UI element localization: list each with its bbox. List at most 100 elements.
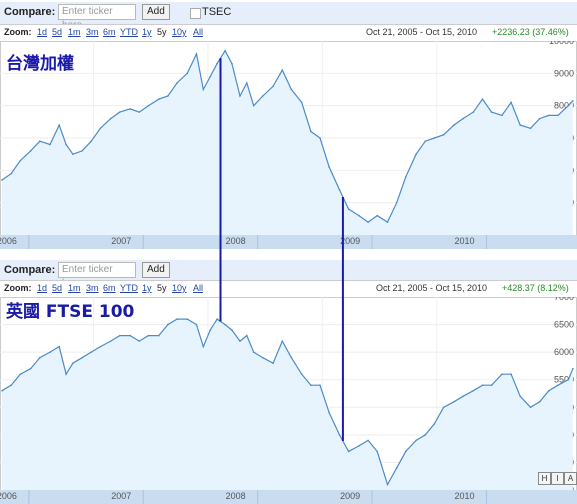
- zoom-option-all[interactable]: All: [193, 27, 204, 37]
- add-button[interactable]: Add: [142, 262, 170, 278]
- i-button[interactable]: I: [551, 472, 564, 485]
- zoom-option-3m[interactable]: 3m: [86, 27, 99, 37]
- zoom-option-1m[interactable]: 1m: [68, 27, 81, 37]
- data-point: [328, 412, 330, 414]
- data-point: [216, 318, 218, 320]
- data-point: [510, 373, 512, 375]
- data-point: [538, 400, 541, 403]
- data-point: [246, 82, 248, 84]
- data-point: [281, 69, 284, 71]
- chart-panel-top: Compare: Enter ticker here Add TSEC Zoom…: [0, 0, 577, 250]
- data-point: [99, 345, 102, 348]
- zoom-option-1y[interactable]: 1y: [142, 27, 152, 37]
- data-point: [358, 214, 360, 217]
- data-point: [209, 329, 212, 331]
- data-point: [572, 100, 574, 102]
- data-point: [72, 362, 74, 364]
- zoom-option-5y[interactable]: 5y: [157, 27, 167, 37]
- data-point: [424, 434, 427, 436]
- tsec-checkbox[interactable]: [190, 8, 201, 19]
- zoom-option-ytd[interactable]: YTD: [120, 27, 138, 37]
- zoom-option-all[interactable]: All: [193, 283, 204, 293]
- date-range: Oct 21, 2005 - Oct 15, 2010: [376, 283, 488, 293]
- x-tick-label: 2006: [0, 236, 17, 246]
- data-point: [195, 323, 198, 326]
- data-point: [224, 323, 226, 326]
- price-chart-top[interactable]: 5000600070008000900010000台灣加權20062007200…: [0, 41, 577, 249]
- zoom-option-10y[interactable]: 10y: [172, 27, 187, 37]
- data-point: [328, 166, 330, 168]
- zoom-option-6m[interactable]: 6m: [103, 27, 116, 37]
- data-point: [290, 356, 293, 359]
- zoom-option-10y[interactable]: 10y: [172, 283, 187, 293]
- data-point: [186, 318, 189, 320]
- zoom-option-6m[interactable]: 6m: [103, 283, 116, 293]
- zoom-option-1m[interactable]: 1m: [68, 283, 81, 293]
- y-tick-label: 10000: [549, 41, 574, 46]
- data-point: [358, 445, 360, 447]
- zoom-option-3m[interactable]: 3m: [86, 283, 99, 293]
- y-tick-label: 7000: [554, 297, 574, 302]
- y-tick-label: 5500: [554, 375, 574, 385]
- data-point: [176, 318, 178, 320]
- data-point: [246, 334, 248, 337]
- data-point: [72, 153, 74, 155]
- data-point: [239, 340, 241, 342]
- data-point: [138, 111, 141, 113]
- chart-title: 台灣加權: [6, 53, 74, 74]
- zoom-option-5d[interactable]: 5d: [52, 27, 63, 37]
- series-area: [2, 319, 573, 490]
- data-point: [453, 400, 455, 403]
- data-point: [10, 172, 12, 175]
- data-point: [557, 114, 559, 117]
- data-point: [529, 127, 532, 130]
- data-point: [272, 85, 274, 88]
- data-point: [65, 373, 67, 375]
- data-point: [81, 150, 83, 152]
- data-point: [462, 117, 464, 120]
- data-point: [81, 356, 83, 359]
- data-point: [415, 439, 417, 442]
- x-axis-band: [0, 235, 577, 249]
- series-area: [2, 50, 573, 236]
- data-point: [38, 356, 41, 359]
- data-point: [395, 467, 398, 469]
- price-chart-bottom[interactable]: 35004000450050005500600065007000英國 FTSE …: [0, 297, 577, 504]
- data-point: [186, 72, 189, 75]
- data-point: [472, 389, 475, 392]
- ticker-input[interactable]: Enter ticker here: [58, 262, 136, 289]
- data-point: [481, 98, 484, 100]
- data-point: [300, 373, 303, 375]
- x-tick-label: 2007: [111, 236, 131, 246]
- zoom-option-5y[interactable]: 5y: [157, 283, 167, 293]
- data-point: [202, 88, 205, 91]
- a-button[interactable]: A: [564, 472, 577, 485]
- data-point: [367, 439, 369, 442]
- data-point: [209, 75, 212, 78]
- zoom-option-1y[interactable]: 1y: [142, 283, 152, 293]
- h-button[interactable]: H: [538, 472, 551, 485]
- data-point: [442, 406, 445, 409]
- data-point: [367, 221, 369, 223]
- zoom-option-ytd[interactable]: YTD: [120, 283, 138, 293]
- zoom-option-1d[interactable]: 1d: [37, 27, 48, 37]
- ticker-input[interactable]: Enter ticker here: [58, 4, 136, 31]
- data-point: [109, 117, 112, 120]
- compare-label: Compare:: [4, 6, 56, 18]
- y-tick-label: 6500: [554, 320, 574, 330]
- tsec-label: TSEC: [202, 6, 232, 18]
- data-point: [38, 140, 41, 143]
- add-button[interactable]: Add: [142, 4, 170, 20]
- data-point: [424, 140, 427, 143]
- data-point: [481, 384, 484, 387]
- data-point: [281, 340, 284, 342]
- zoom-bar-bottom: Zoom: 1d 5d 1m 3m 6m YTD 1y 5y 10y All Oct 21, 20…: [0, 280, 577, 297]
- data-point: [272, 362, 274, 364]
- zoom-option-5d[interactable]: 5d: [52, 283, 63, 293]
- x-tick-label: 2009: [340, 491, 360, 501]
- data-point: [58, 124, 60, 126]
- data-point: [376, 450, 379, 453]
- data-point: [129, 334, 131, 337]
- zoom-option-1d[interactable]: 1d: [37, 283, 48, 293]
- zoom-bar-top: Zoom: 1d 5d 1m 3m 6m YTD 1y 5y 10y All Oct 21, 20…: [0, 24, 577, 41]
